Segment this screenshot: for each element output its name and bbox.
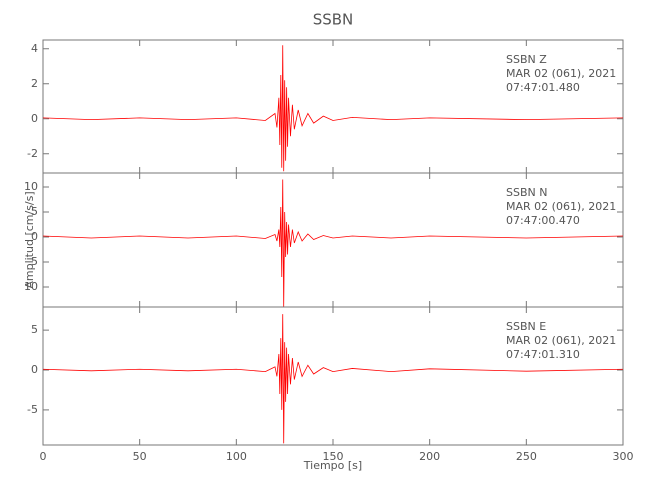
x-tick-label: 250 [516, 450, 537, 463]
y-tick-label: 10 [24, 280, 38, 293]
x-tick-label: 300 [613, 450, 634, 463]
annotation: 07:47:01.480 [506, 81, 580, 94]
y-tick-label: 5 [31, 205, 38, 218]
annotation: SSBN E [506, 320, 546, 333]
y-tick-label: 0 [31, 230, 38, 243]
y-tick-label: 5 [31, 255, 38, 268]
x-tick-label: 200 [419, 450, 440, 463]
y-tick-label: 5 [31, 323, 38, 336]
x-tick-label: 100 [226, 450, 247, 463]
waveform [42, 179, 624, 308]
y-axis-label: Amplitud [cm/s/s] [23, 191, 36, 288]
x-tick-label: 50 [133, 450, 147, 463]
y-tick-label: 4 [31, 42, 38, 55]
x-tick-label: 0 [40, 450, 47, 463]
y-tick-label: 2 [31, 77, 38, 90]
y-tick-label: 0 [31, 112, 38, 125]
waveform [42, 45, 624, 172]
annotation: SSBN Z [506, 53, 547, 66]
x-axis-label: Tiempo [s] [303, 459, 362, 472]
y-tick-label: -2 [27, 147, 38, 160]
annotation: MAR 02 (061), 2021 [506, 67, 616, 80]
y-tick-label: 0 [31, 363, 38, 376]
annotation: 07:47:00.470 [506, 214, 580, 227]
y-tick-label: -5 [27, 403, 38, 416]
waveform [42, 314, 624, 444]
annotation: 07:47:01.310 [506, 348, 580, 361]
x-tick-label: 150 [323, 450, 344, 463]
annotation: MAR 02 (061), 2021 [506, 334, 616, 347]
annotation: MAR 02 (061), 2021 [506, 200, 616, 213]
annotation: SSBN N [506, 186, 547, 199]
chart-title: SSBN [313, 11, 354, 29]
y-tick-label: 10 [24, 180, 38, 193]
